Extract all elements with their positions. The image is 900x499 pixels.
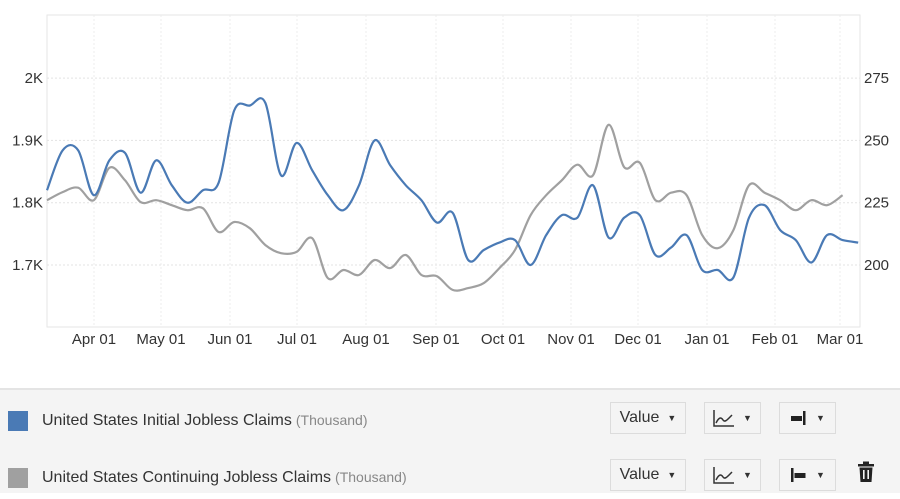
- x-axis: Apr 01 May 01 Jun 01 Jul 01 Aug 01 Sep 01 Oct …: [72, 331, 863, 348]
- svg-text:Jun 01: Jun 01: [207, 331, 252, 348]
- caret-down-icon: ▼: [816, 470, 825, 480]
- svg-text:Oct 01: Oct 01: [481, 331, 525, 348]
- series-color-swatch[interactable]: [8, 468, 28, 488]
- axis-side-dropdown[interactable]: ▼: [779, 402, 836, 434]
- caret-down-icon: ▼: [743, 413, 752, 423]
- chart-type-dropdown[interactable]: ▼: [704, 402, 761, 434]
- value-type-label: Value: [619, 409, 660, 426]
- legend-row-initial-claims: United States Initial Jobless Claims (Tho…: [0, 402, 900, 442]
- value-type-label: Value: [619, 466, 660, 483]
- svg-text:Sep 01: Sep 01: [412, 331, 460, 348]
- caret-down-icon: ▼: [816, 413, 825, 423]
- svg-text:Mar 01: Mar 01: [817, 331, 864, 348]
- continuing-claims-line: [46, 123, 844, 292]
- svg-text:1.9K: 1.9K: [12, 132, 43, 149]
- series-color-swatch[interactable]: [8, 411, 28, 431]
- chart-lines: [45, 97, 859, 292]
- legend-row-continuing-claims: United States Continuing Jobless Claims(…: [0, 459, 900, 499]
- axis-side-dropdown[interactable]: ▼: [779, 459, 836, 491]
- svg-text:2K: 2K: [25, 70, 43, 87]
- dual-axis-line-chart: 1.7K 1.8K 1.9K 2K 200 225 250 275 Apr 01 May 01…: [12, 14, 889, 348]
- svg-text:Dec 01: Dec 01: [614, 331, 662, 348]
- caret-down-icon: ▼: [743, 470, 752, 480]
- svg-text:250: 250: [864, 132, 889, 149]
- svg-text:Jan 01: Jan 01: [684, 331, 729, 348]
- chart-type-dropdown[interactable]: ▼: [704, 459, 761, 491]
- caret-down-icon: ▼: [667, 413, 677, 423]
- trash-icon[interactable]: [856, 461, 876, 483]
- series-name: United States Continuing Jobless Claims: [42, 469, 332, 486]
- value-type-dropdown[interactable]: Value ▼: [610, 402, 686, 434]
- svg-text:1.8K: 1.8K: [12, 195, 43, 212]
- left-axis-icon: [791, 468, 806, 482]
- line-chart-icon: [713, 467, 735, 484]
- initial-claims-line: [45, 97, 859, 282]
- series-unit: (Thousand): [335, 469, 407, 485]
- series-label: United States Initial Jobless Claims (Tho…: [42, 412, 367, 430]
- series-unit: (Thousand): [295, 412, 368, 428]
- left-y-axis: 1.7K 1.8K 1.9K 2K: [12, 70, 43, 274]
- right-y-axis: 200 225 250 275: [864, 70, 889, 274]
- line-chart-icon: [713, 410, 735, 427]
- caret-down-icon: ▼: [667, 470, 677, 480]
- series-label: United States Continuing Jobless Claims(…: [42, 469, 407, 487]
- svg-text:Apr 01: Apr 01: [72, 331, 116, 348]
- svg-text:Aug 01: Aug 01: [342, 331, 390, 348]
- value-type-dropdown[interactable]: Value ▼: [610, 459, 686, 491]
- svg-text:Feb 01: Feb 01: [752, 331, 799, 348]
- svg-text:225: 225: [864, 195, 889, 212]
- svg-text:Nov 01: Nov 01: [547, 331, 595, 348]
- series-name: United States Initial Jobless Claims: [42, 412, 292, 429]
- svg-text:May 01: May 01: [136, 331, 185, 348]
- svg-text:200: 200: [864, 257, 889, 274]
- right-axis-icon: [791, 411, 806, 425]
- series-legend-panel: United States Initial Jobless Claims (Tho…: [0, 388, 900, 493]
- svg-text:275: 275: [864, 70, 889, 87]
- svg-text:Jul 01: Jul 01: [277, 331, 317, 348]
- chart-grid: [46, 14, 861, 328]
- svg-text:1.7K: 1.7K: [12, 257, 43, 274]
